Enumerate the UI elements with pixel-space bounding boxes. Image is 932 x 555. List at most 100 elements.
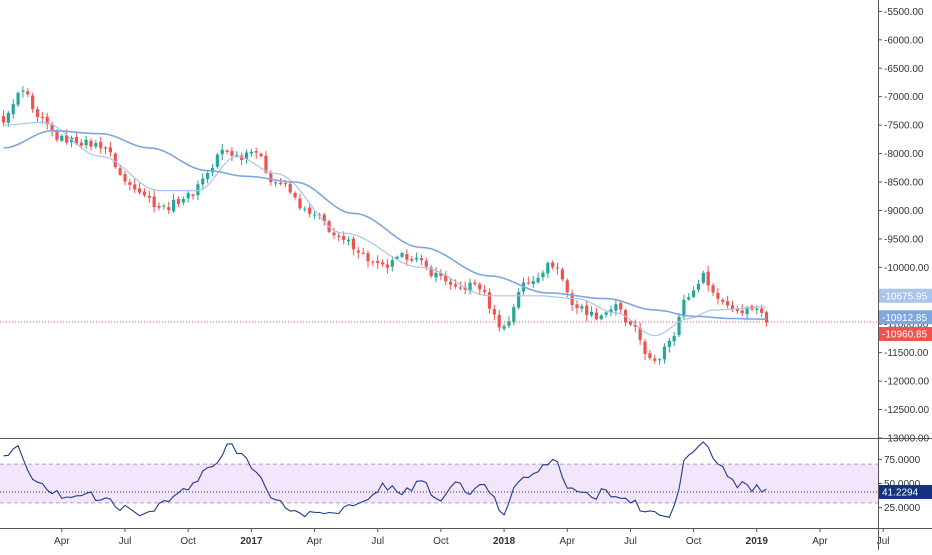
price-panel[interactable] <box>0 86 878 366</box>
candle-body <box>113 153 117 168</box>
candle-body <box>74 136 78 144</box>
price-tick-label: -10000.00 <box>884 263 929 274</box>
candle-body <box>701 272 705 283</box>
candle-body <box>361 252 365 254</box>
candle-body <box>274 182 278 184</box>
price-tick-label: -6500.00 <box>884 64 924 75</box>
candle-body <box>172 199 176 212</box>
candle-body <box>497 314 501 328</box>
candle-body <box>191 194 195 196</box>
candle-body <box>108 147 113 153</box>
price-tick-label: -11000.00 <box>884 320 929 331</box>
candle-body <box>512 307 516 323</box>
candle-body <box>390 260 394 267</box>
rsi-line <box>3 441 767 518</box>
candle-body <box>745 307 749 315</box>
time-tick-label: Jul <box>877 536 890 547</box>
candle-body <box>303 208 307 210</box>
candle-body <box>667 340 671 347</box>
candle-body <box>342 236 346 240</box>
candle-body <box>60 135 64 141</box>
candle-body <box>453 284 458 287</box>
candle-body <box>346 239 351 242</box>
candle-body <box>278 182 283 184</box>
candle-body <box>458 287 462 289</box>
candle-body <box>201 178 205 185</box>
candle-body <box>517 292 521 308</box>
candle-body <box>317 214 321 216</box>
candle-body <box>45 116 49 125</box>
candle-body <box>11 104 15 115</box>
ma-slow-price-tag-label: -10912.85 <box>882 313 927 324</box>
last-price-tag <box>879 327 932 342</box>
candle-body <box>1 116 6 123</box>
rsi-panel[interactable] <box>0 441 878 518</box>
time-tick-label: Apr <box>559 536 575 547</box>
candle-body <box>142 191 147 196</box>
candle-body <box>502 326 506 329</box>
candle-body <box>16 92 20 105</box>
candle-body <box>546 262 550 274</box>
candle-body <box>380 262 385 265</box>
candle-body <box>31 95 35 110</box>
candle-body <box>526 282 530 284</box>
candle-body <box>162 205 166 207</box>
candle-body <box>264 155 268 173</box>
candle-body <box>730 305 735 310</box>
candle-body <box>648 353 652 359</box>
candle-body <box>254 151 258 153</box>
last-price-tag-label: -10960.85 <box>882 330 927 341</box>
candle-body <box>181 198 185 203</box>
price-tick-label: -5500.00 <box>884 7 924 18</box>
rsi-band <box>0 464 878 503</box>
candle-body <box>599 315 603 320</box>
price-axis[interactable]: -5500.00 -6000.00 -6500.00 -7000.00 -7500.00… <box>878 7 932 445</box>
candle-body <box>434 272 438 278</box>
candle-body <box>79 142 83 146</box>
time-tick-label: Jul <box>624 536 637 547</box>
candle-body <box>764 312 769 323</box>
price-tick-label: -9500.00 <box>884 234 924 245</box>
candle-body <box>711 285 715 293</box>
candle-body <box>50 124 54 132</box>
time-axis[interactable]: Apr Jul Oct 2017 Apr Jul Oct 2018 Apr Jul Oct 2019 A… <box>54 528 890 547</box>
candle-body <box>716 292 720 299</box>
candle-body <box>449 281 453 285</box>
candle-body <box>152 196 156 208</box>
candle-body <box>225 150 229 152</box>
candle-body <box>376 261 380 264</box>
candle-body <box>560 269 564 280</box>
candle-body <box>298 198 302 209</box>
candle-body <box>123 174 127 182</box>
candle-body <box>176 199 181 204</box>
candle-body <box>405 254 409 260</box>
candle-body <box>99 141 103 149</box>
candle-body <box>735 309 739 312</box>
rsi-axis[interactable]: 25.0000 50.0000 75.0000 41.2294 <box>878 455 932 514</box>
candle-body <box>662 346 667 360</box>
candle-body <box>89 140 93 147</box>
candle-body <box>40 117 44 119</box>
candle-body <box>293 192 297 198</box>
candle-body <box>589 311 594 316</box>
candle-body <box>147 195 151 198</box>
candle-body <box>94 143 98 147</box>
candle-body <box>658 359 662 361</box>
ma-fast-price-tag <box>879 288 932 303</box>
candle-body <box>619 303 623 310</box>
candle-body <box>283 183 287 185</box>
candle-body <box>230 151 234 156</box>
candle-body <box>186 193 190 199</box>
candle-body <box>536 277 540 283</box>
candle-body <box>332 232 336 236</box>
time-tick-label: Apr <box>812 536 828 547</box>
candle-body <box>410 258 414 261</box>
candle-body <box>429 267 433 276</box>
candle-body <box>604 312 608 315</box>
rsi-value-tag-label: 41.2294 <box>882 487 919 498</box>
candle-body <box>677 316 681 335</box>
price-tick-label: -12000.00 <box>884 377 929 388</box>
ma-slow-price-tag <box>879 310 932 325</box>
candle-body <box>483 289 487 292</box>
